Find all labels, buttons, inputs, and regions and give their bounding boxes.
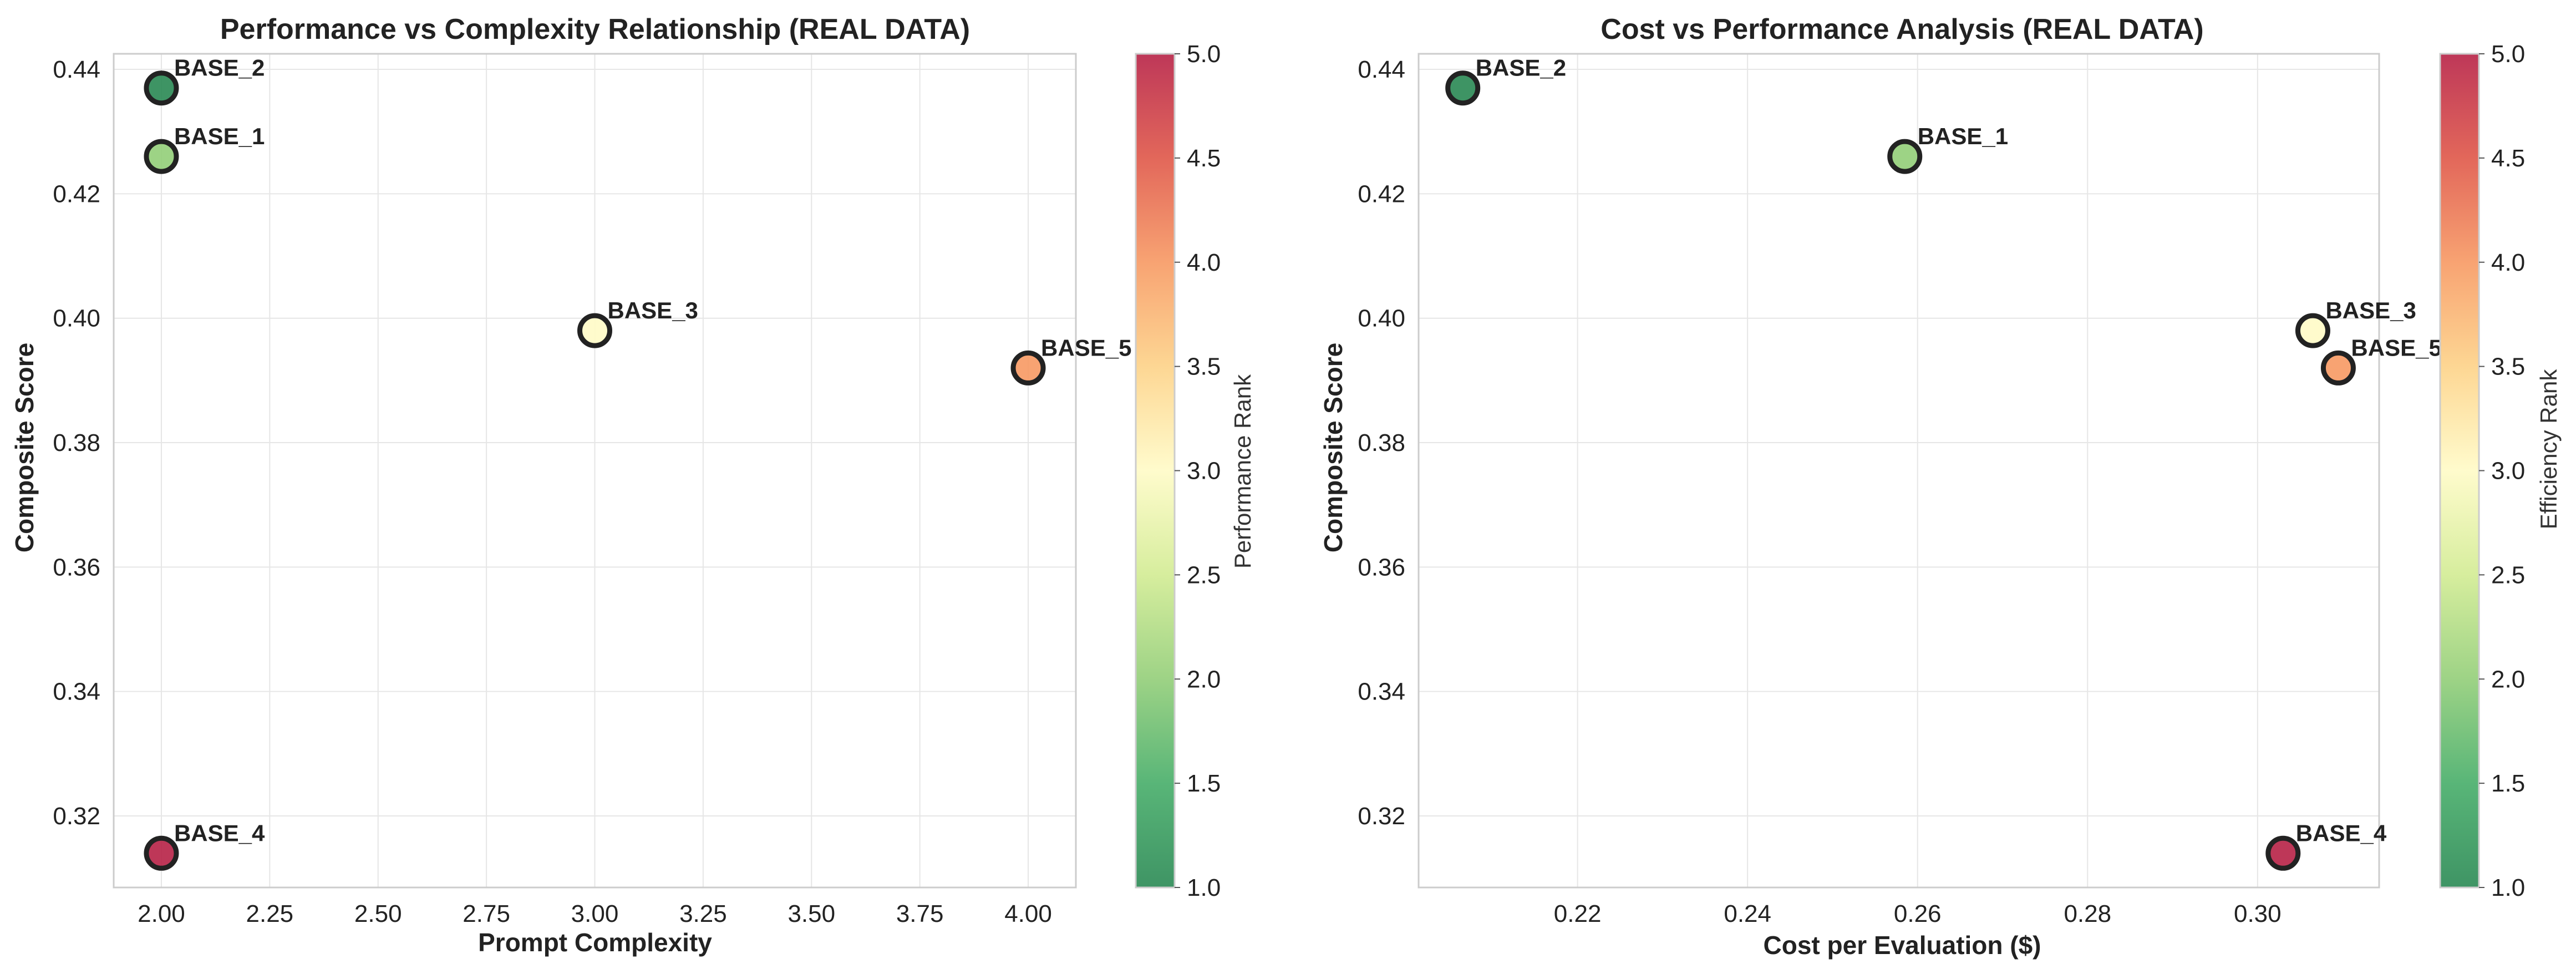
data-point-label: BASE_2 bbox=[1476, 55, 1566, 81]
colorbar-tick-label: 1.0 bbox=[1187, 874, 1221, 901]
colorbar-tick-label: 4.5 bbox=[2491, 145, 2525, 172]
y-tick-label: 0.40 bbox=[53, 305, 100, 332]
data-point bbox=[577, 313, 612, 348]
data-point bbox=[1445, 70, 1481, 106]
gridlines bbox=[1419, 54, 2379, 887]
plot-frame bbox=[1417, 53, 2380, 889]
y-tick-label: 0.44 bbox=[53, 56, 100, 83]
colorbar-label: Performance Rank bbox=[1229, 374, 1256, 569]
data-point bbox=[144, 70, 179, 106]
colorbar bbox=[1135, 53, 1176, 889]
data-point-label: BASE_3 bbox=[608, 297, 698, 323]
data-point-label: BASE_1 bbox=[1918, 123, 2008, 149]
colorbar-tick-label: 3.5 bbox=[2491, 353, 2525, 381]
colorbar-tick-label: 2.0 bbox=[1187, 666, 1221, 693]
colorbar-tick-label: 2.0 bbox=[2491, 666, 2525, 693]
data-point bbox=[1887, 139, 1923, 174]
chart-title: Performance vs Complexity Relationship (… bbox=[220, 13, 970, 45]
y-axis-label: Composite Score bbox=[1319, 343, 1348, 552]
colorbar-tick-label: 4.0 bbox=[1187, 249, 1221, 276]
data-point bbox=[144, 139, 179, 174]
y-tick-label: 0.42 bbox=[1358, 180, 1405, 207]
colorbar-tick-label: 3.0 bbox=[1187, 458, 1221, 485]
data-point bbox=[2295, 313, 2330, 348]
colorbar-tick-label: 2.5 bbox=[2491, 561, 2525, 589]
plot-frame bbox=[113, 53, 1077, 889]
x-tick-label: 3.25 bbox=[679, 900, 727, 927]
y-tick-label: 0.44 bbox=[1358, 56, 1405, 83]
colorbar-tick-label: 1.5 bbox=[2491, 770, 2525, 797]
colorbar-tick-label: 5.0 bbox=[2491, 40, 2525, 68]
data-point-label: BASE_1 bbox=[174, 123, 265, 149]
colorbar-tick-label: 5.0 bbox=[1187, 40, 1221, 68]
gridlines bbox=[114, 54, 1076, 887]
y-tick-label: 0.38 bbox=[1358, 429, 1405, 456]
colorbar-tick-label: 4.0 bbox=[2491, 249, 2525, 276]
data-point bbox=[1010, 350, 1046, 385]
x-tick-label: 2.75 bbox=[463, 900, 510, 927]
colorbar-tick-label: 3.5 bbox=[1187, 353, 1221, 381]
chart-title: Cost vs Performance Analysis (REAL DATA) bbox=[1601, 13, 2203, 45]
y-tick-label: 0.34 bbox=[1358, 678, 1405, 706]
x-tick-label: 2.25 bbox=[246, 900, 294, 927]
data-point bbox=[2265, 835, 2301, 871]
y-tick-label: 0.38 bbox=[53, 429, 100, 456]
x-tick-label: 0.28 bbox=[2064, 900, 2111, 927]
colorbar-tick-label: 3.0 bbox=[2491, 458, 2525, 485]
y-tick-label: 0.36 bbox=[1358, 554, 1405, 581]
colorbar-tick-label: 1.5 bbox=[1187, 770, 1221, 797]
y-tick-label: 0.40 bbox=[1358, 305, 1405, 332]
x-axis-label: Cost per Evaluation ($) bbox=[1764, 931, 2041, 960]
y-axis-label: Composite Score bbox=[10, 343, 39, 552]
data-point-label: BASE_5 bbox=[2351, 334, 2441, 361]
x-tick-label: 0.22 bbox=[1554, 900, 1602, 927]
x-tick-label: 3.00 bbox=[571, 900, 619, 927]
data-point bbox=[144, 835, 179, 871]
data-point-label: BASE_3 bbox=[2325, 297, 2416, 323]
x-axis-label: Prompt Complexity bbox=[478, 928, 712, 957]
data-point-label: BASE_2 bbox=[174, 55, 265, 81]
y-tick-label: 0.32 bbox=[53, 803, 100, 830]
data-point-label: BASE_4 bbox=[2296, 820, 2387, 846]
x-tick-label: 0.26 bbox=[1894, 900, 1942, 927]
y-tick-label: 0.36 bbox=[53, 554, 100, 581]
performance-vs-complexity-chart: Performance vs Complexity Relationship (… bbox=[10, 13, 1256, 957]
colorbar-tick-label: 4.5 bbox=[1187, 145, 1221, 172]
data-point bbox=[2320, 350, 2356, 385]
x-tick-label: 0.24 bbox=[1724, 900, 1771, 927]
x-tick-label: 2.00 bbox=[138, 900, 185, 927]
y-tick-label: 0.32 bbox=[1358, 803, 1405, 830]
x-tick-label: 3.75 bbox=[896, 900, 944, 927]
x-tick-label: 3.50 bbox=[787, 900, 835, 927]
cost-vs-performance-chart: Cost vs Performance Analysis (REAL DATA)… bbox=[1319, 13, 2562, 960]
colorbar-tick-label: 1.0 bbox=[2491, 874, 2525, 901]
data-point-label: BASE_5 bbox=[1041, 334, 1131, 361]
colorbar bbox=[2439, 53, 2480, 889]
x-tick-label: 0.30 bbox=[2234, 900, 2282, 927]
colorbar-tick-label: 2.5 bbox=[1187, 561, 1221, 589]
y-tick-label: 0.42 bbox=[53, 180, 100, 207]
x-tick-label: 2.50 bbox=[354, 900, 402, 927]
x-tick-label: 4.00 bbox=[1004, 900, 1052, 927]
data-point-label: BASE_4 bbox=[174, 820, 265, 846]
y-tick-label: 0.34 bbox=[53, 678, 100, 706]
colorbar-label: Efficiency Rank bbox=[2536, 369, 2562, 530]
